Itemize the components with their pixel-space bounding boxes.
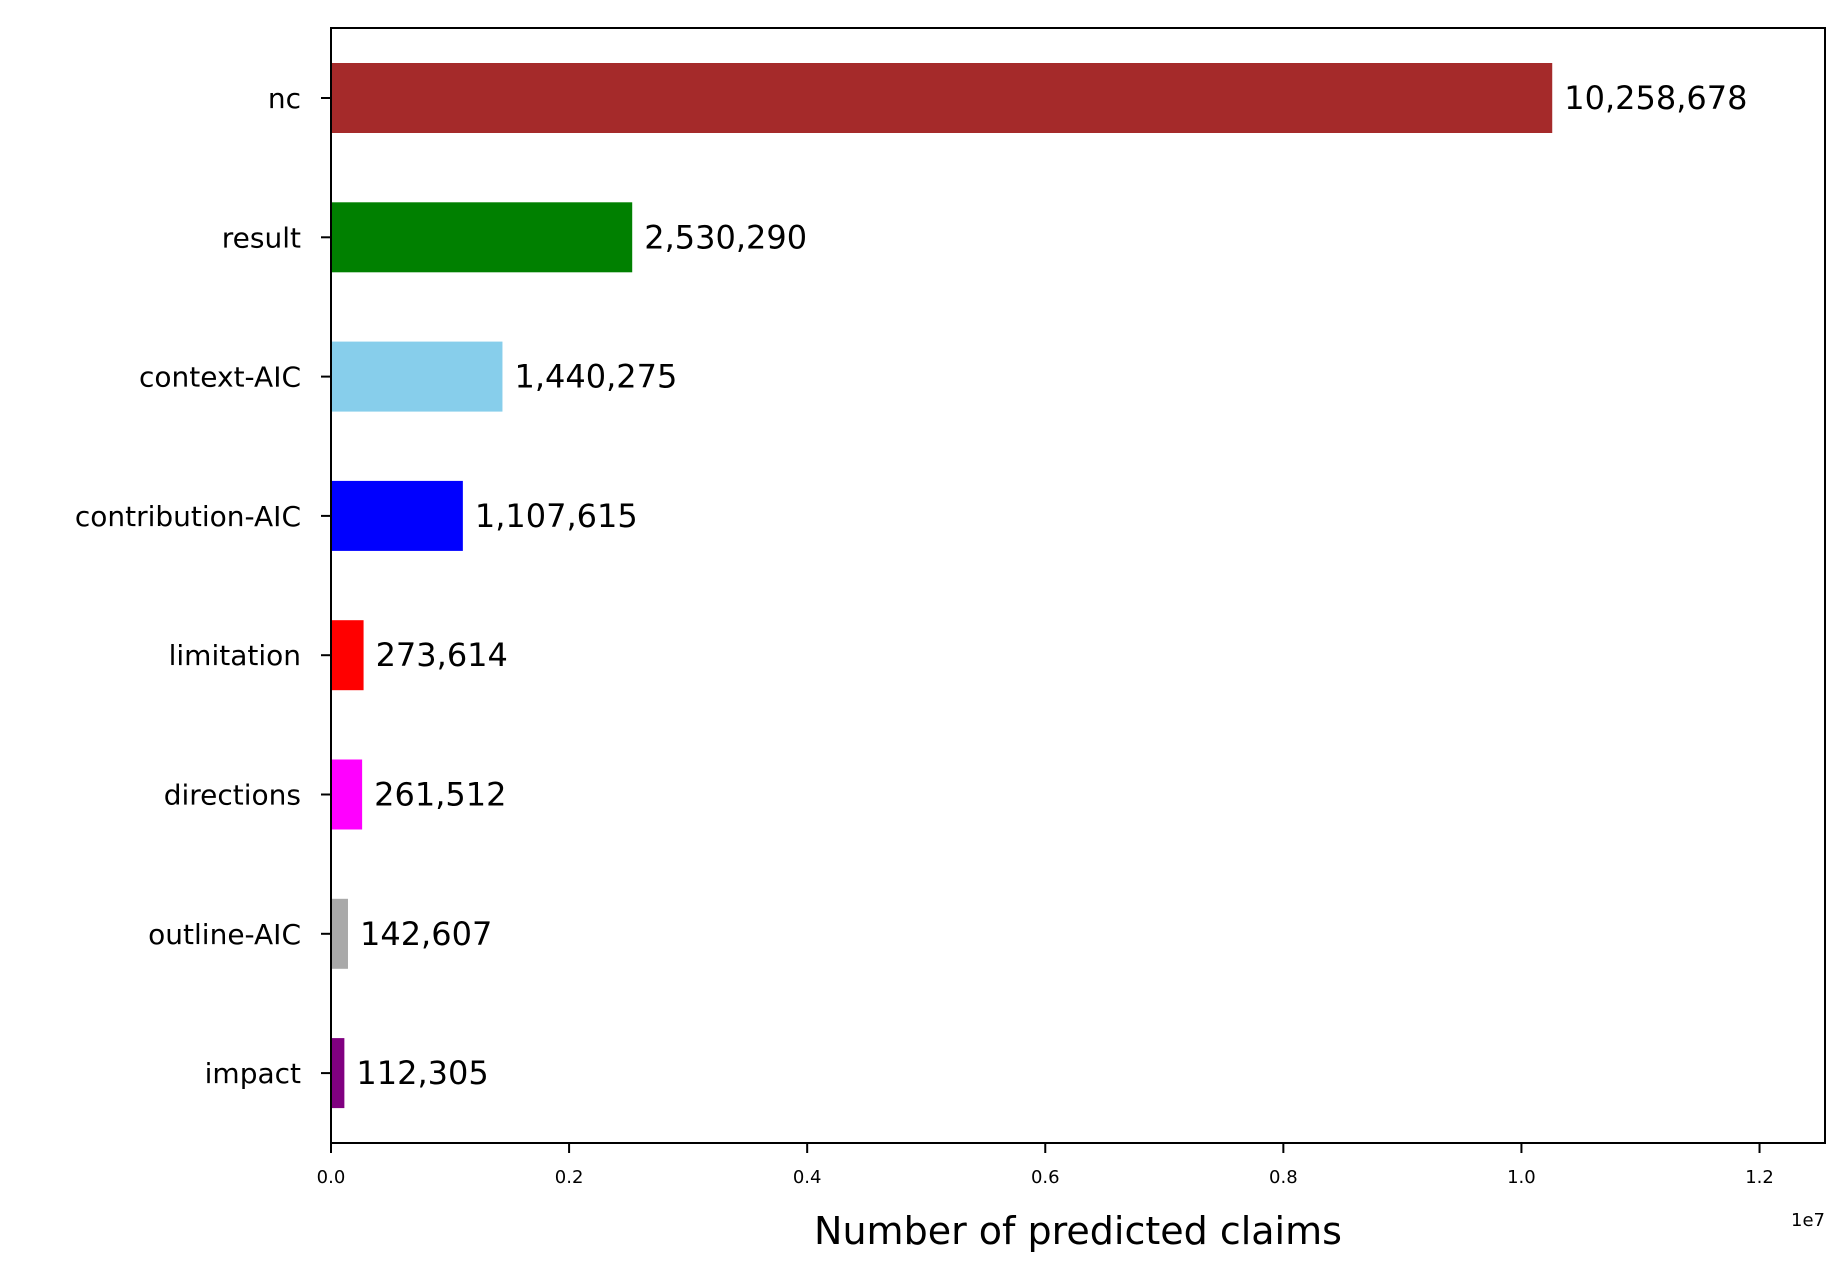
x-tick-label-6: 1.2 (1745, 1167, 1774, 1188)
x-axis-title: Number of predicted claims (814, 1209, 1342, 1253)
plot-background (331, 28, 1825, 1143)
bar-context-AIC (331, 341, 503, 412)
bars-group (331, 63, 1553, 1109)
y-axis: nc result context-AIC contribution-AIC limit… (75, 82, 331, 1090)
bar-directions (331, 759, 363, 830)
value-label-directions: 261,512 (374, 776, 506, 814)
x-tick-label-5: 1.0 (1507, 1167, 1536, 1188)
x-tick-label-4: 0.8 (1269, 1167, 1298, 1188)
value-label-outline-AIC: 142,607 (360, 915, 492, 953)
value-label-limitation: 273,614 (376, 636, 508, 674)
bar-nc (331, 63, 1553, 133)
x-tick-label-3: 0.6 (1031, 1167, 1060, 1188)
bar-outline-AIC (331, 898, 348, 969)
x-axis-offset-label: 1e7 (1791, 1210, 1825, 1231)
y-tick-label-impact: impact (205, 1057, 301, 1090)
value-label-impact: 112,305 (356, 1054, 488, 1092)
bar-impact (331, 1038, 345, 1109)
value-label-contribution-AIC: 1,107,615 (475, 497, 638, 535)
y-tick-label-outline-AIC: outline-AIC (148, 918, 301, 951)
x-tick-label-2: 0.4 (793, 1167, 822, 1188)
y-tick-label-result: result (222, 221, 301, 254)
y-tick-label-directions: directions (164, 779, 301, 812)
y-tick-label-nc: nc (268, 82, 301, 115)
x-axis: 0.0 0.2 0.4 0.6 0.8 1.0 1.2 (317, 1143, 1774, 1188)
x-tick-label-0: 0.0 (317, 1167, 346, 1188)
value-label-nc: 10,258,678 (1564, 79, 1747, 117)
bar-result (331, 202, 633, 273)
x-tick-label-1: 0.2 (555, 1167, 584, 1188)
plot-frame (330, 27, 1826, 1144)
bar-limitation (331, 620, 364, 691)
y-tick-label-context-AIC: context-AIC (139, 361, 301, 394)
value-label-context-AIC: 1,440,275 (514, 358, 677, 396)
value-label-result: 2,530,290 (644, 218, 807, 256)
bar-contribution-AIC (331, 480, 463, 551)
value-labels-group: 10,258,678 2,530,290 1,440,275 1,107,615 273… (356, 79, 1747, 1092)
y-tick-label-contribution-AIC: contribution-AIC (75, 500, 301, 533)
y-tick-label-limitation: limitation (169, 639, 301, 672)
